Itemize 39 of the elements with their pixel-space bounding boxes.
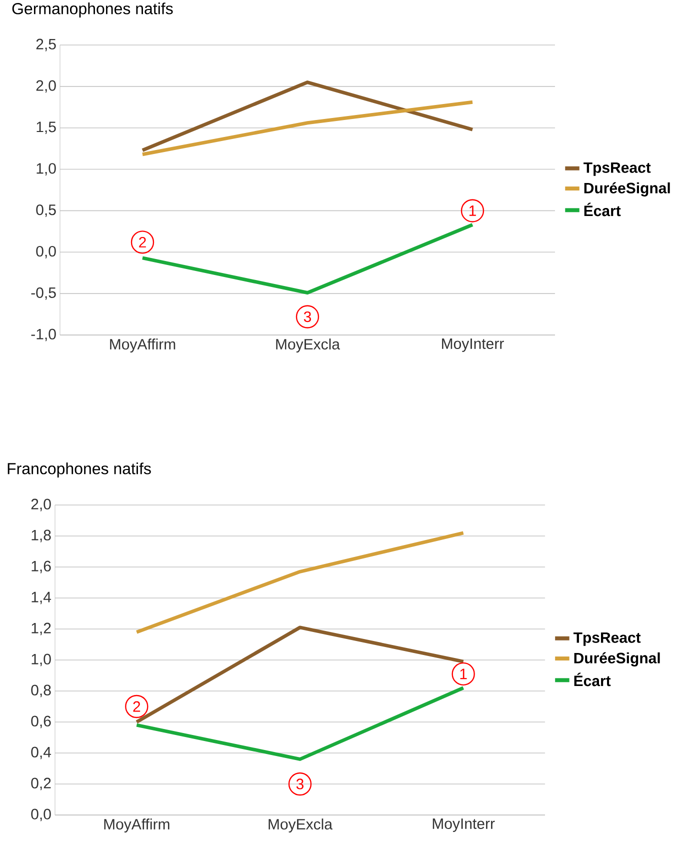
y-tick-label: 1,2 bbox=[32, 622, 51, 636]
annotation: 3 bbox=[304, 311, 312, 322]
annotation: 3 bbox=[296, 778, 304, 790]
y-tick-label: 1,5 bbox=[36, 122, 56, 134]
legend-label: DuréeSignal bbox=[584, 182, 670, 196]
legend-label: DuréeSignal bbox=[574, 652, 660, 666]
y-tick-label: 2,0 bbox=[31, 498, 51, 512]
y-tick-label: 0,4 bbox=[31, 746, 52, 760]
x-tick-label: MoyExcla bbox=[276, 338, 340, 353]
y-tick-label: 0,0 bbox=[36, 246, 56, 258]
x-tick-label: MoyAffirm bbox=[104, 818, 170, 832]
x-tick-label: MoyInterr bbox=[442, 338, 504, 352]
legend-label: TpsReact bbox=[584, 162, 651, 176]
legend-label: TpsReact bbox=[573, 632, 641, 646]
y-tick-label: -1,0 bbox=[31, 328, 56, 342]
y-tick-label: 0,8 bbox=[31, 684, 51, 698]
annotation: 2 bbox=[139, 236, 146, 248]
annotation: 2 bbox=[133, 701, 140, 712]
y-tick-label: -0,5 bbox=[31, 287, 56, 300]
y-tick-label: 2,0 bbox=[36, 80, 56, 93]
chart-title: Germanophones natifs bbox=[12, 2, 173, 18]
y-tick-label: 0,5 bbox=[36, 204, 56, 217]
y-tick-label: 0,6 bbox=[31, 716, 51, 728]
y-tick-label: 1,6 bbox=[32, 560, 51, 574]
legend-label: Écart bbox=[574, 672, 611, 686]
annotation: 1 bbox=[469, 206, 476, 216]
y-tick-label: 1,0 bbox=[32, 654, 51, 666]
x-tick-label: MoyExcla bbox=[268, 818, 332, 832]
x-tick-label: MoyInterr bbox=[432, 818, 495, 832]
y-tick-label: 1,4 bbox=[32, 592, 52, 604]
y-tick-label: 1,0 bbox=[36, 163, 56, 176]
y-tick-label: 1,8 bbox=[32, 530, 51, 542]
y-tick-label: 0,0 bbox=[31, 808, 51, 822]
y-tick-label: 2,5 bbox=[36, 38, 56, 52]
chart-title: Francophones natifs bbox=[8, 462, 151, 478]
y-tick-label: 0,2 bbox=[31, 778, 51, 790]
x-tick-label: MoyAffirm bbox=[110, 338, 176, 353]
annotation: 1 bbox=[460, 668, 467, 680]
legend-label: Écart bbox=[584, 202, 621, 216]
